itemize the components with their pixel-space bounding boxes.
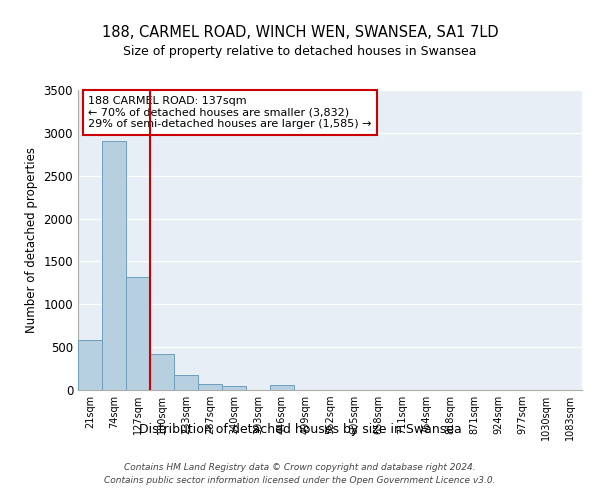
- Bar: [102, 142, 126, 390]
- Text: Contains HM Land Registry data © Crown copyright and database right 2024.: Contains HM Land Registry data © Crown c…: [124, 462, 476, 471]
- Bar: [78, 340, 102, 390]
- Bar: [174, 376, 198, 390]
- Bar: [270, 386, 294, 390]
- Text: 188 CARMEL ROAD: 137sqm
← 70% of detached houses are smaller (3,832)
29% of semi: 188 CARMEL ROAD: 137sqm ← 70% of detache…: [88, 96, 371, 129]
- Bar: [222, 386, 246, 390]
- Text: 188, CARMEL ROAD, WINCH WEN, SWANSEA, SA1 7LD: 188, CARMEL ROAD, WINCH WEN, SWANSEA, SA…: [101, 25, 499, 40]
- Y-axis label: Number of detached properties: Number of detached properties: [25, 147, 38, 333]
- Bar: [150, 354, 174, 390]
- Text: Contains public sector information licensed under the Open Government Licence v3: Contains public sector information licen…: [104, 476, 496, 485]
- Bar: [126, 277, 150, 390]
- Bar: [198, 384, 222, 390]
- Text: Size of property relative to detached houses in Swansea: Size of property relative to detached ho…: [123, 45, 477, 58]
- Text: Distribution of detached houses by size in Swansea: Distribution of detached houses by size …: [139, 422, 461, 436]
